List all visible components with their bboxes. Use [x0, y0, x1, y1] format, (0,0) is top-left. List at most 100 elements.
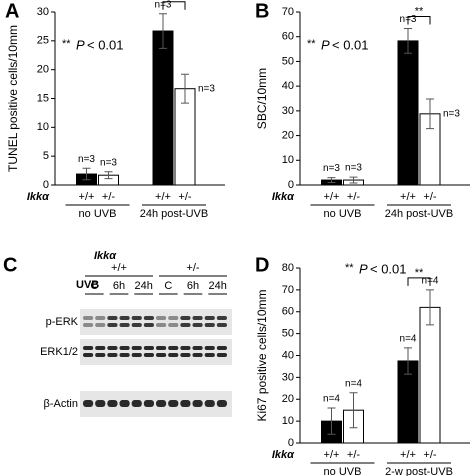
panel-letter: C — [3, 254, 17, 276]
treatment-label: UVB — [76, 279, 99, 291]
p-value: < 0.01 — [87, 37, 124, 52]
x-tick-label: +/+ — [400, 191, 416, 203]
band — [83, 323, 94, 327]
band — [131, 323, 142, 327]
error-bar — [404, 347, 412, 375]
panel-letter: A — [5, 0, 19, 22]
lane-label: 24h — [208, 280, 226, 292]
y-tick-label: 40 — [282, 349, 294, 361]
error-bar — [181, 73, 189, 104]
y-tick-label: 30 — [37, 6, 49, 18]
y-tick-label: 20 — [282, 129, 294, 141]
x-tick-label: +/+ — [79, 191, 95, 203]
y-tick-label: 80 — [282, 262, 294, 274]
band — [192, 400, 203, 407]
band — [192, 346, 203, 350]
band — [131, 400, 142, 407]
p-label: P — [321, 37, 330, 52]
band — [131, 353, 142, 357]
y-tick-label: 40 — [282, 80, 294, 92]
bracket-label: ** — [415, 5, 424, 17]
significance-bracket — [162, 1, 186, 10]
row-label: β-Actin — [44, 398, 78, 410]
band — [131, 346, 142, 350]
band — [95, 316, 106, 320]
x-tick-label: +/- — [347, 449, 360, 461]
band — [192, 353, 203, 357]
x-tick-label: +/- — [178, 191, 191, 203]
band — [143, 353, 154, 357]
error-bar — [349, 176, 358, 184]
y-tick-label: 70 — [282, 6, 294, 18]
lane-label: C — [164, 280, 172, 292]
y-tick-label: 10 — [282, 154, 294, 166]
sig-stars: ** — [345, 262, 354, 274]
band — [156, 316, 167, 320]
x-tick-label: +/+ — [324, 449, 340, 461]
band — [216, 346, 227, 350]
band — [168, 400, 179, 407]
n-label: n=3 — [100, 157, 117, 168]
band — [156, 323, 167, 327]
error-bar — [104, 171, 113, 180]
y-tick-label: 30 — [282, 105, 294, 117]
n-label: n=4 — [345, 378, 362, 389]
p-label: P — [76, 37, 85, 52]
y-tick-label: 20 — [282, 393, 294, 405]
bracket-label: ** — [415, 267, 424, 279]
band — [107, 316, 118, 320]
panel-letter: B — [255, 0, 269, 22]
y-tick-label: 70 — [282, 284, 294, 296]
blot-strip — [80, 309, 232, 335]
band — [107, 323, 118, 327]
panel-letter: D — [255, 254, 269, 276]
band — [216, 316, 227, 320]
y-tick-label: 60 — [282, 31, 294, 43]
significance-bracket — [407, 277, 431, 286]
group-label: 24h post-UVB — [140, 208, 208, 220]
n-label: n=4 — [323, 394, 340, 405]
error-bar — [426, 98, 434, 130]
bar — [152, 30, 174, 186]
error-bar — [327, 407, 336, 435]
band — [180, 353, 191, 357]
band — [168, 323, 179, 327]
band — [119, 316, 130, 320]
genotype: +/+ — [111, 262, 127, 274]
band — [119, 346, 130, 350]
y-tick-label: 0 — [288, 179, 294, 191]
x-tick-label: +/+ — [324, 191, 340, 203]
band — [156, 346, 167, 350]
band — [119, 400, 130, 407]
band — [83, 316, 94, 320]
band — [83, 346, 94, 350]
band — [204, 353, 215, 357]
x-tick-label: +/+ — [400, 449, 416, 461]
error-bar — [82, 167, 91, 181]
band — [143, 323, 154, 327]
band — [204, 323, 215, 327]
error-bar — [404, 28, 412, 54]
n-label: n=4 — [400, 333, 417, 344]
band — [95, 400, 106, 407]
genotype-label: Ikkα — [272, 191, 295, 203]
error-bar — [159, 13, 167, 49]
genotype-label: Ikkα — [272, 449, 295, 461]
group-label: no UVB — [324, 466, 362, 476]
p-value: < 0.01 — [370, 261, 407, 276]
band — [216, 323, 227, 327]
y-tick-label: 50 — [282, 55, 294, 67]
band — [83, 353, 94, 357]
y-tick-label: 60 — [282, 306, 294, 318]
group-label: 2-w post-UVB — [385, 466, 453, 476]
band — [180, 400, 191, 407]
lane-label: 6h — [113, 280, 125, 292]
band — [168, 353, 179, 357]
y-tick-label: 20 — [37, 64, 49, 76]
n-label: n=3 — [443, 108, 460, 119]
lane-label: 6h — [187, 280, 199, 292]
group-label: 24h post-UVB — [385, 208, 453, 220]
bar — [397, 40, 419, 186]
band — [143, 400, 154, 407]
